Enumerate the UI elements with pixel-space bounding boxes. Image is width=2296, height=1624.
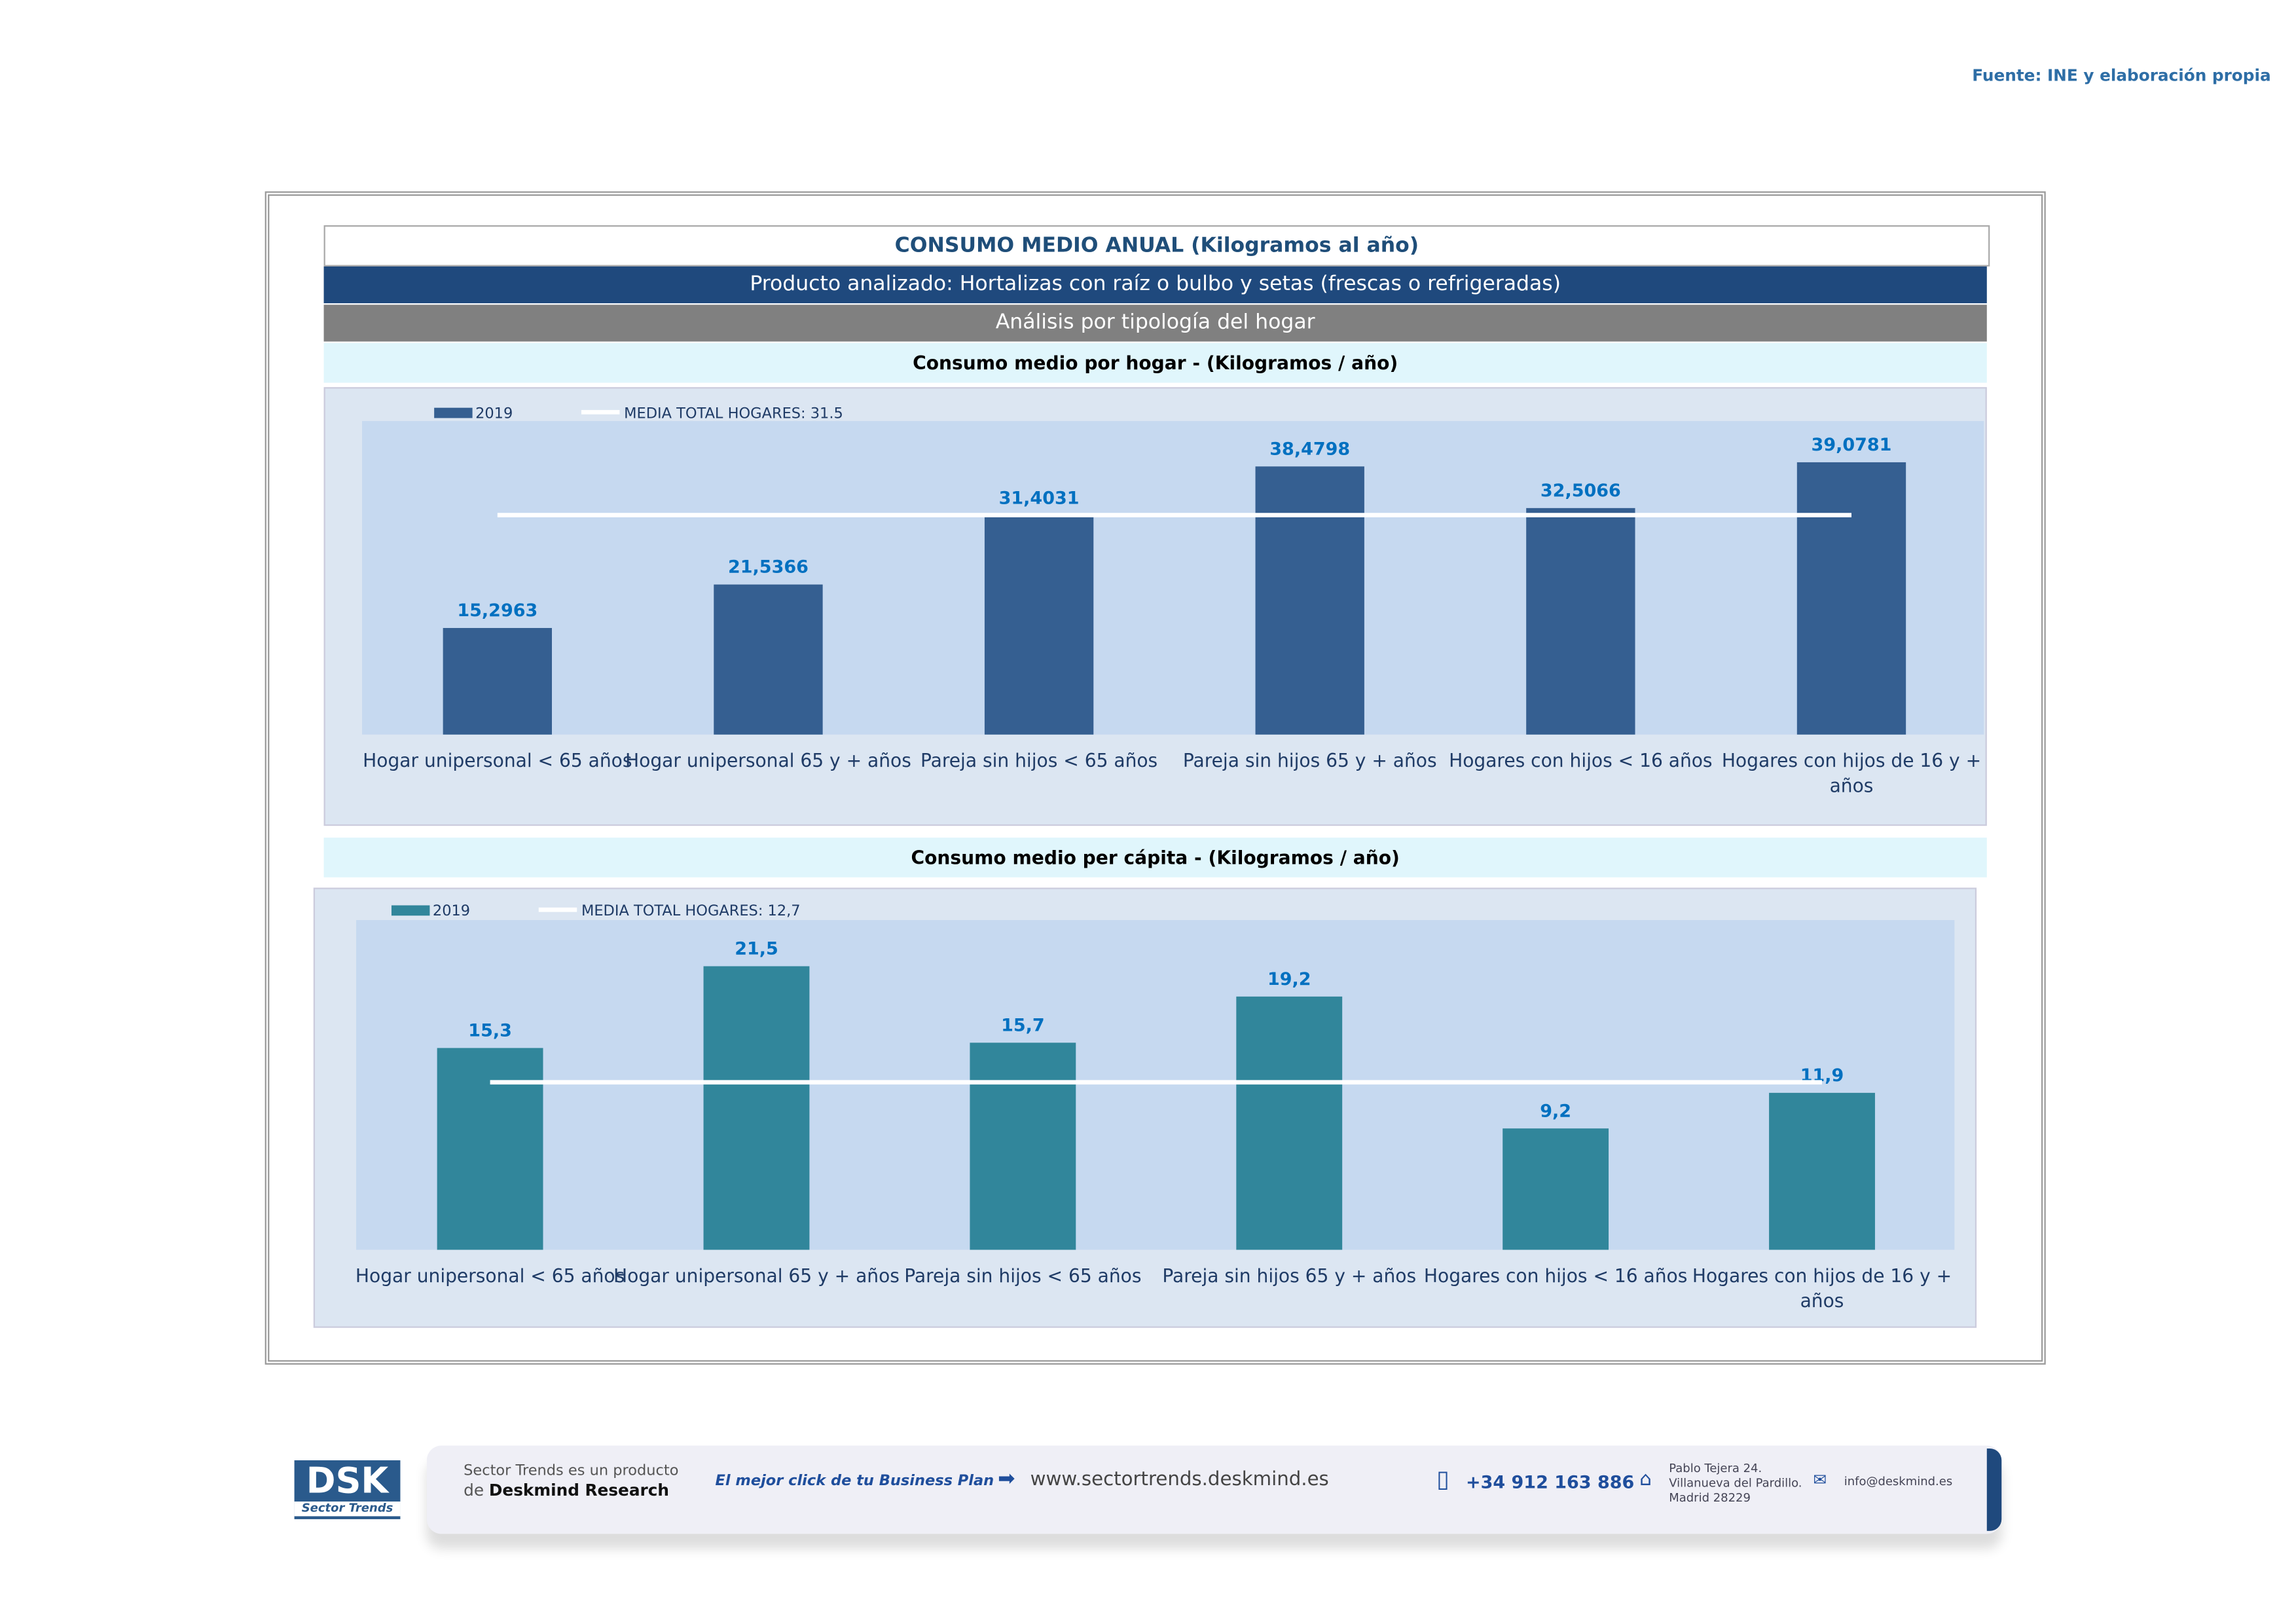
plot-area <box>362 420 1984 735</box>
chart2-title: Consumo medio per cápita - (Kilogramos /… <box>323 838 1987 877</box>
bar <box>970 1043 1076 1250</box>
data-label: 21,5 <box>735 939 778 959</box>
bar <box>443 627 552 735</box>
legend-label-2019: 2019 <box>475 405 513 422</box>
chart1: 2019 MEDIA TOTAL HOGARES: 31.5 15,2963 Hoga… <box>323 387 1987 826</box>
chart1-title: Consumo medio por hogar - (Kilogramos / … <box>323 342 1987 383</box>
legend-swatch-2019 <box>434 407 473 418</box>
chart2: 2019 MEDIA TOTAL HOGARES: 12,7 15,3 Hogar u… <box>313 887 1977 1328</box>
data-label: 38,4798 <box>1269 439 1350 459</box>
website-link[interactable]: www.sectortrends.deskmind.es <box>1030 1469 1329 1492</box>
category-label: Hogar unipersonal 65 y + años <box>613 1265 900 1287</box>
bar <box>984 515 1094 735</box>
category-label: Hogares con hijos < 16 años <box>1449 750 1712 771</box>
home-icon: ⌂ <box>1639 1469 1652 1492</box>
address-line: Pablo Tejera 24. <box>1669 1462 1762 1475</box>
legend-label-mean: MEDIA TOTAL HOGARES: 31.5 <box>624 405 843 422</box>
data-label: 39,0781 <box>1812 435 1892 455</box>
category-label: Hogar unipersonal 65 y + años <box>625 750 911 771</box>
slogan: El mejor click de tu Business Plan <box>715 1473 994 1490</box>
bar <box>1796 462 1906 735</box>
data-label: 32,5066 <box>1540 481 1621 501</box>
analysis-banner: Análisis por tipología del hogar <box>323 304 1987 342</box>
plot-area <box>356 920 1955 1250</box>
footer-banner: Sector Trends es un producto de Deskmind… <box>426 1445 2002 1534</box>
phone-icon: ▯ <box>1436 1464 1449 1493</box>
dsk-logo: DSK Sector Trends <box>294 1460 401 1519</box>
address-line: Villanueva del Pardillo. <box>1669 1476 1802 1490</box>
data-label: 15,3 <box>468 1020 512 1041</box>
bar <box>1526 507 1635 735</box>
category-label: Pareja sin hijos < 65 años <box>920 750 1157 771</box>
bar <box>714 584 823 735</box>
product-banner: Producto analizado: Hortalizas con raíz … <box>323 266 1987 304</box>
data-label: 15,7 <box>1001 1015 1045 1035</box>
web-icon: ➡ <box>998 1467 1015 1492</box>
legend-label-mean: MEDIA TOTAL HOGARES: 12,7 <box>581 902 801 919</box>
category-label: Hogar unipersonal < 65 años <box>355 1265 625 1287</box>
accent-bar <box>1986 1449 2002 1531</box>
footer-brand: de Deskmind Research <box>464 1481 669 1500</box>
data-label: 21,5366 <box>728 557 809 578</box>
category-label: Pareja sin hijos 65 y + años <box>1183 750 1437 771</box>
category-label: Hogar unipersonal < 65 años <box>363 750 632 771</box>
legend-swatch-2019 <box>391 905 430 916</box>
legend-label-2019: 2019 <box>433 902 470 919</box>
mail-icon: ✉ <box>1813 1470 1827 1490</box>
category-label: Hogares con hijos < 16 años <box>1424 1265 1687 1287</box>
bar <box>1236 996 1343 1250</box>
category-label: Pareja sin hijos < 65 años <box>904 1265 1141 1287</box>
data-label: 15,2963 <box>457 600 538 621</box>
source-note: Fuente: INE y elaboración propia <box>1972 66 2271 86</box>
bar <box>437 1048 543 1250</box>
bar <box>1503 1128 1609 1250</box>
category-label: Pareja sin hijos 65 y + años <box>1162 1265 1416 1287</box>
email-link[interactable]: info@deskmind.es <box>1844 1475 1953 1488</box>
bar <box>1255 466 1364 735</box>
report-title: CONSUMO MEDIO ANUAL (Kilogramos al año) <box>323 225 1990 267</box>
footer-text: Sector Trends es un producto <box>464 1463 679 1480</box>
address-line: Madrid 28229 <box>1669 1491 1751 1505</box>
category-label: Hogares con hijos de 16 y + <box>1722 750 1981 771</box>
data-label: 31,4031 <box>999 489 1080 509</box>
data-label: 19,2 <box>1267 969 1311 989</box>
category-label: Hogares con hijos de 16 y + <box>1692 1265 1952 1287</box>
phone-number: +34 912 163 886 <box>1466 1472 1635 1493</box>
bar <box>1769 1092 1875 1250</box>
category-label: años <box>1830 775 1874 796</box>
bar <box>703 966 810 1250</box>
data-label: 9,2 <box>1540 1101 1571 1121</box>
category-label: años <box>1800 1290 1844 1312</box>
